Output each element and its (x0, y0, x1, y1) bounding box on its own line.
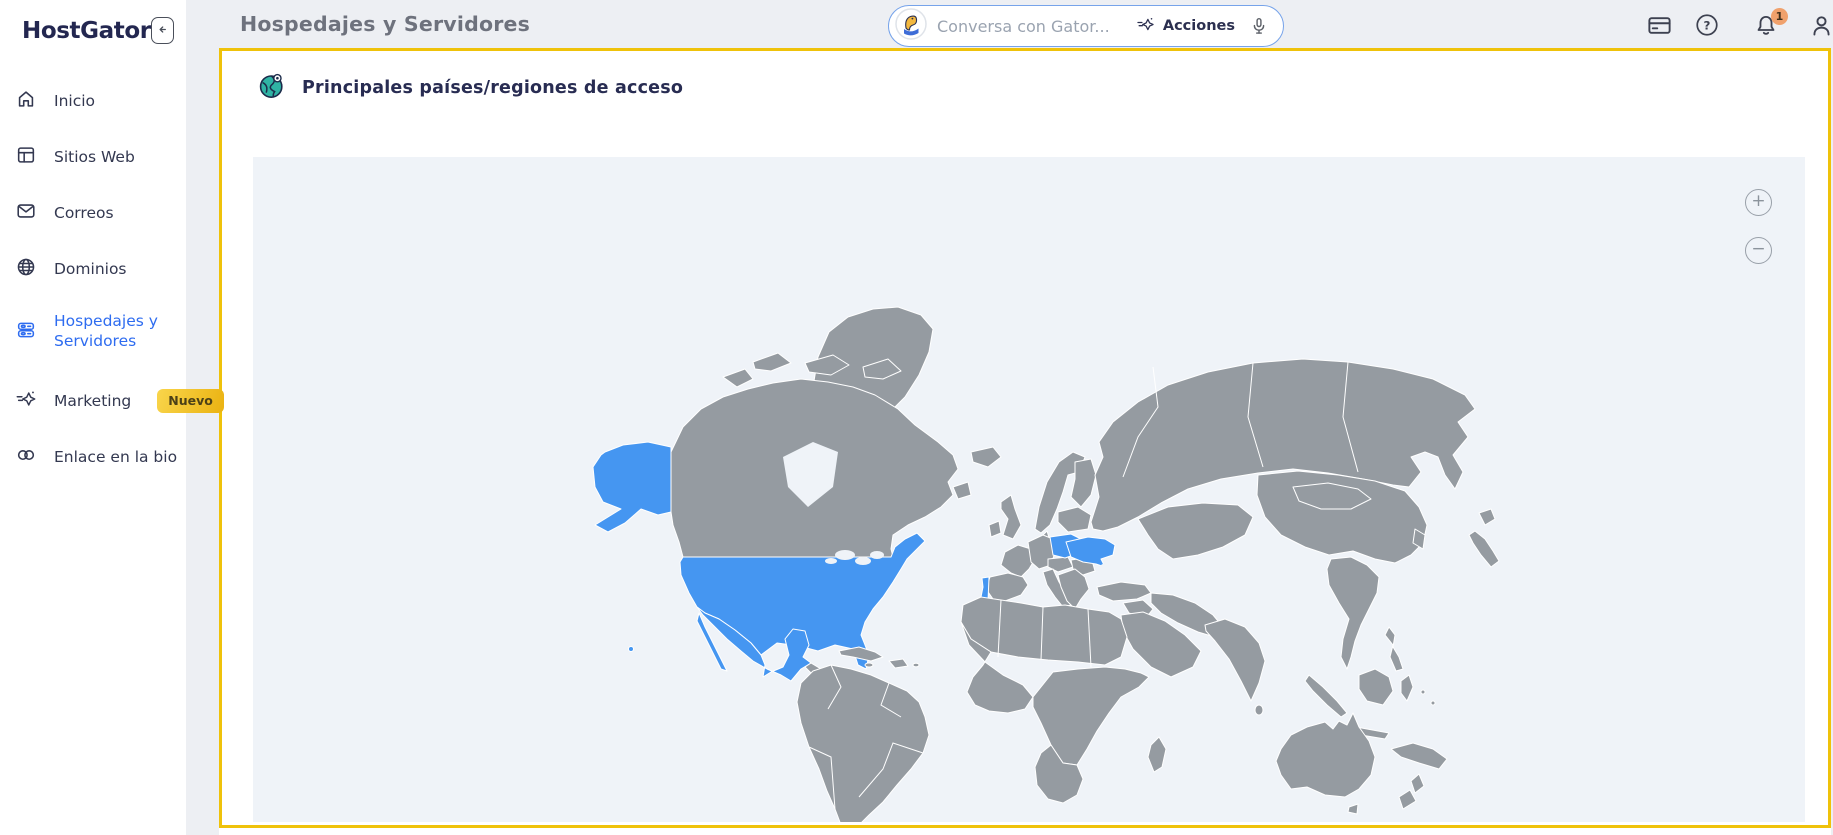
map-region-australia[interactable] (1275, 712, 1376, 798)
bell-icon (1753, 12, 1779, 42)
actions-label: Acciones (1162, 18, 1235, 34)
map-region-france[interactable] (1000, 544, 1036, 578)
sparkle-icon (1136, 15, 1155, 38)
help-button[interactable]: ? (1692, 12, 1722, 42)
world-globe-icon (258, 72, 286, 104)
sparkle-icon (15, 388, 37, 414)
sidebar-item-correos[interactable]: Correos (0, 196, 186, 230)
map-zoom-out-button[interactable]: − (1745, 237, 1772, 264)
browser-icon (15, 144, 37, 170)
sidebar: HostGator Inicio Sitios Web Correos (0, 0, 224, 835)
sidebar-item-label: Hospedajes y Servidores (54, 312, 158, 350)
map-region-turkey[interactable] (1096, 581, 1152, 602)
sidebar-item-label: Correos (54, 204, 114, 222)
map-region-new-guinea[interactable] (1390, 742, 1448, 770)
assistant-input-placeholder[interactable]: Conversa con Gator... (937, 16, 1110, 36)
map-zoom-in-button[interactable]: + (1745, 189, 1772, 216)
main-area: Hospedajes y Servidores Conversa con Gat… (186, 0, 1833, 835)
mail-icon (15, 200, 37, 226)
map-region-india[interactable] (1204, 618, 1266, 702)
sidebar-item-dominios[interactable]: Dominios (0, 252, 186, 286)
globe-icon (15, 256, 37, 282)
sidebar-item-label: Dominios (54, 260, 127, 278)
sidebar-item-marketing[interactable]: Marketing Nuevo (0, 384, 224, 418)
hostgator-logo: HostGator (22, 17, 151, 44)
microphone-icon[interactable] (1249, 16, 1269, 36)
server-icon (15, 319, 37, 345)
sidebar-item-inicio[interactable]: Inicio (0, 84, 186, 118)
map-region-russia[interactable] (1090, 358, 1476, 532)
svg-text:?: ? (1704, 18, 1711, 32)
map-region-hawaii[interactable] (628, 646, 634, 652)
link-icon (15, 444, 37, 470)
billing-button[interactable] (1644, 12, 1674, 42)
map-zoom-controls: + − (1745, 189, 1772, 264)
sidebar-item-label: Enlace en la bio (54, 448, 178, 466)
sidebar-collapse-button[interactable] (150, 17, 174, 44)
page-title: Hospedajes y Servidores (240, 12, 531, 36)
nuevo-badge: Nuevo (157, 389, 224, 413)
sidebar-item-enlace-en-la-bio[interactable]: Enlace en la bio (0, 440, 186, 474)
gator-avatar (895, 8, 927, 44)
home-icon (15, 88, 37, 114)
sidebar-item-label: Inicio (54, 92, 96, 110)
sidebar-nav: Inicio Sitios Web Correos Dominios Hospe… (0, 44, 224, 474)
card-bottom-gap (219, 828, 1831, 835)
world-map[interactable]: + − (253, 157, 1805, 822)
credit-card-icon (1646, 12, 1673, 43)
map-region-ukraine[interactable] (1065, 536, 1116, 568)
sidebar-item-hospedajes-servidores[interactable]: Hospedajes y Servidores (0, 308, 186, 356)
sidebar-item-sitios-web[interactable]: Sitios Web (0, 140, 186, 174)
map-region-japan[interactable] (1478, 508, 1496, 526)
notification-count-badge: 1 (1771, 8, 1788, 25)
map-region-alaska[interactable] (592, 441, 672, 533)
world-map-svg (592, 306, 1500, 822)
map-region-spain[interactable] (985, 572, 1029, 602)
help-icon: ? (1694, 12, 1720, 42)
user-icon (1808, 12, 1833, 43)
card-title: Principales países/regiones de acceso (302, 78, 684, 98)
map-region-arabia[interactable] (1120, 611, 1202, 678)
map-region-united-kingdom[interactable] (1000, 494, 1022, 540)
map-region-east-africa[interactable] (1032, 666, 1150, 766)
actions-button[interactable]: Acciones (1136, 15, 1235, 38)
account-button[interactable] (1806, 12, 1833, 42)
top-countries-card: Principales países/regiones de acceso (219, 48, 1831, 828)
assistant-search-pill[interactable]: Conversa con Gator... Acciones (888, 5, 1284, 47)
arrow-left-icon (155, 22, 170, 40)
map-region-south-america[interactable] (796, 664, 930, 822)
map-region-mexico[interactable] (696, 606, 812, 682)
sidebar-item-label: Marketing (54, 392, 132, 410)
sidebar-item-label: Sitios Web (54, 148, 135, 166)
map-region-madagascar[interactable] (1147, 736, 1167, 773)
notifications-button[interactable]: 1 (1751, 8, 1788, 42)
